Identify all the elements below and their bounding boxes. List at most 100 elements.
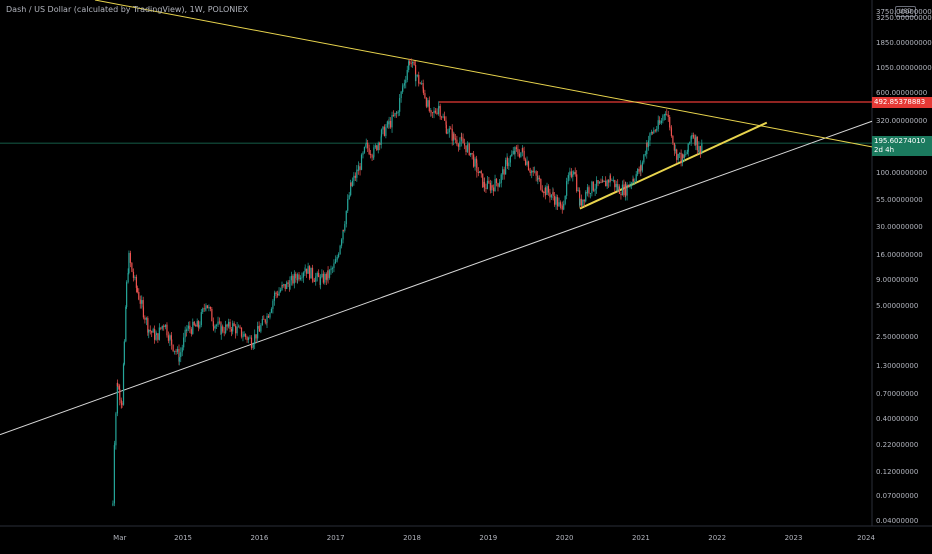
candle-body — [158, 327, 160, 340]
candle-body — [342, 230, 344, 240]
candle-body — [344, 224, 346, 231]
candle-body — [416, 74, 418, 76]
candle-body — [274, 292, 276, 297]
candle-body — [339, 245, 341, 255]
candle-body — [122, 364, 125, 405]
candle — [251, 344, 253, 349]
candle-body — [482, 173, 484, 188]
candle — [283, 283, 285, 288]
candle-body — [438, 105, 440, 109]
candle — [118, 383, 120, 391]
candle — [147, 316, 149, 336]
currency-badge[interactable]: USD — [895, 6, 916, 17]
candle-body — [276, 293, 279, 296]
candle — [662, 114, 664, 124]
candle — [494, 174, 496, 192]
candle-body — [520, 152, 522, 157]
candle — [220, 323, 222, 340]
candle — [643, 154, 645, 165]
trendlines-layer — [0, 0, 873, 436]
candle-body — [142, 300, 144, 308]
candle-body — [116, 382, 119, 387]
candle-body — [302, 272, 305, 278]
candle — [656, 125, 658, 133]
candle-body — [311, 267, 314, 279]
candle-body — [403, 83, 405, 86]
price-axis[interactable]: 3750.00000000 3250.00000000 1850.00000000 1… — [872, 0, 932, 526]
candle — [641, 160, 643, 173]
candle-body — [586, 187, 589, 193]
candle-body — [502, 169, 504, 175]
candle-body — [408, 61, 410, 70]
candle — [566, 177, 568, 200]
candle-body — [345, 210, 347, 225]
candle — [113, 440, 116, 449]
candle-body — [145, 318, 147, 320]
candle — [342, 229, 344, 244]
y-tick-label: 0.07000000 — [876, 492, 919, 501]
y-tick-label: 5.00000000 — [876, 302, 919, 311]
candle — [489, 179, 491, 194]
candle-body — [579, 198, 581, 206]
candle-body — [330, 268, 332, 271]
candle-body — [312, 278, 314, 281]
candle-body — [368, 148, 370, 155]
candle — [602, 179, 604, 183]
candle-body — [200, 312, 202, 326]
candle — [237, 324, 240, 328]
candle-body — [233, 323, 235, 327]
candle — [647, 135, 650, 151]
candle — [637, 168, 639, 177]
candle — [120, 397, 122, 409]
candle — [232, 320, 234, 335]
candle — [202, 307, 204, 315]
candle-body — [338, 254, 340, 258]
candle-body — [659, 122, 661, 124]
candle-body — [474, 158, 476, 167]
candle — [592, 181, 594, 192]
candle-body — [609, 175, 611, 181]
x-tick-label: 2017 — [326, 534, 345, 542]
candle — [558, 197, 560, 207]
candle-body — [367, 142, 369, 149]
candle — [527, 160, 530, 171]
candle-body — [406, 69, 408, 80]
candle-body — [606, 180, 608, 187]
candle — [594, 183, 596, 196]
candle — [597, 179, 599, 187]
candle-body — [576, 174, 578, 191]
candle-body — [180, 352, 182, 358]
candle — [524, 157, 527, 166]
candle — [456, 135, 458, 147]
candle-body — [447, 132, 449, 134]
candle-body — [421, 83, 423, 84]
candle-body — [550, 194, 552, 198]
candle-body — [694, 137, 696, 145]
candle — [629, 181, 631, 189]
candle-body — [167, 335, 170, 341]
candle-body — [126, 282, 128, 307]
candle — [459, 137, 461, 150]
chart-title: Dash / US Dollar (calculated by TradingV… — [6, 5, 249, 14]
candle-body — [382, 126, 384, 130]
candle-body — [357, 166, 360, 171]
candle — [175, 348, 177, 355]
candle-body — [523, 150, 525, 160]
candle — [442, 113, 444, 119]
candle-body — [298, 274, 300, 280]
long-term-support-trendline — [0, 120, 873, 436]
candle — [579, 197, 581, 208]
candle — [546, 182, 548, 196]
candle-body — [566, 181, 568, 196]
candle — [386, 120, 388, 129]
candle — [653, 127, 655, 134]
candle-body — [139, 299, 141, 304]
candle-body — [363, 146, 366, 153]
candle — [644, 150, 646, 157]
candle — [567, 172, 570, 182]
candle-body — [301, 277, 303, 279]
candle-body — [556, 197, 559, 207]
candle-body — [299, 277, 302, 280]
